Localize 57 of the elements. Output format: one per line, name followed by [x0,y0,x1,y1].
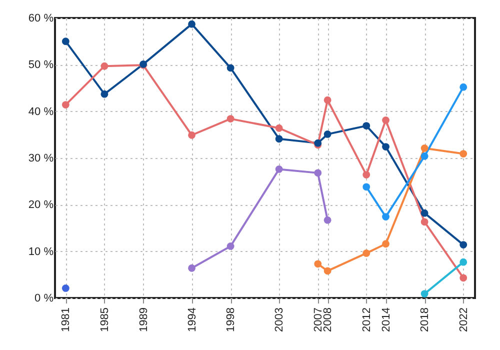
x-tick-label: 1998 [225,308,238,332]
point [420,144,428,152]
point [324,130,332,138]
x-tick-label: 1985 [98,308,111,332]
point [382,213,390,220]
point [362,171,370,178]
point [460,241,468,248]
point [314,260,322,268]
x-tick-label: 2008 [322,308,334,332]
point [226,242,234,250]
x-tick-label: 2018 [419,308,432,332]
point [420,152,428,160]
point [460,258,468,266]
y-tick-label: 10 % [28,246,54,258]
point [382,240,390,248]
point [362,250,370,257]
point [314,169,322,177]
point [362,122,370,130]
point [460,274,468,282]
point [100,90,108,98]
x-tick-label: 2007 [312,308,324,332]
point [62,101,70,108]
point [324,216,332,224]
x-tick-label: 1989 [138,308,150,332]
y-tick-label: 40 % [28,106,54,118]
x-tick-label: 2022 [458,308,470,332]
point [62,284,70,292]
x-tick-label: 2014 [380,308,392,332]
point [324,96,332,104]
point [382,143,390,150]
y-tick-label: 30 % [28,152,54,164]
point [188,20,196,28]
y-tick-label: 60 % [28,12,54,24]
point [62,38,70,46]
y-tick-label: 0 % [34,292,54,304]
x-tick-label: 1994 [186,308,198,332]
point [324,267,332,275]
x-tick-label: 2012 [360,308,373,332]
point [226,64,234,72]
x-tick-label: 1981 [60,308,72,332]
x-tick-label: 2003 [274,308,286,332]
point [100,62,108,70]
point [188,131,196,139]
point [362,183,370,191]
point [420,209,428,217]
point [188,264,196,272]
point [275,135,283,143]
point [460,83,468,91]
y-tick-label: 20 % [28,199,54,212]
point [275,166,283,173]
point [420,218,428,226]
point [226,115,234,122]
point [275,124,283,132]
point [460,150,468,158]
point [420,290,428,298]
point [382,116,390,124]
y-tick-label: 50 % [28,59,54,72]
